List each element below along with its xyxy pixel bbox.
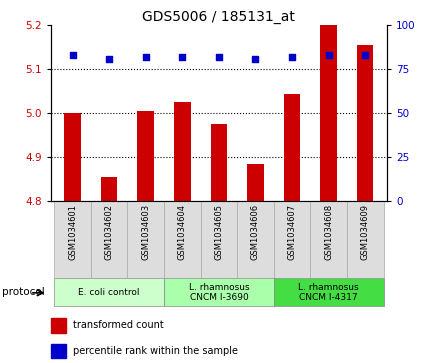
Bar [320,25,337,201]
Text: protocol: protocol [2,287,45,297]
Text: L. rhamnosus
CNCM I-3690: L. rhamnosus CNCM I-3690 [189,282,249,302]
Bar [128,201,164,278]
Text: GSM1034609: GSM1034609 [361,204,370,260]
Point [362,52,369,58]
Bar [284,94,301,201]
Text: GSM1034602: GSM1034602 [105,204,114,260]
Text: GSM1034607: GSM1034607 [288,204,297,260]
Text: E. coli control: E. coli control [78,288,140,297]
Bar [54,201,91,278]
Text: GSM1034605: GSM1034605 [214,204,224,260]
Title: GDS5006 / 185131_at: GDS5006 / 185131_at [143,11,295,24]
Bar [174,102,191,201]
Point [142,54,149,60]
Text: transformed count: transformed count [73,321,163,330]
Bar [310,201,347,278]
Point [325,52,332,58]
Bar [51,318,66,333]
Bar [101,177,117,201]
Point [106,56,113,62]
Bar [211,125,227,201]
Text: GSM1034603: GSM1034603 [141,204,150,260]
Bar [51,344,66,358]
Text: L. rhamnosus
CNCM I-4317: L. rhamnosus CNCM I-4317 [298,282,359,302]
Bar [357,45,374,201]
Point [179,54,186,60]
Point [216,54,223,60]
Bar [137,111,154,201]
Bar [201,201,237,278]
Text: GSM1034608: GSM1034608 [324,204,333,260]
Point [69,52,76,58]
Bar [64,113,81,201]
Bar [54,278,164,306]
Bar [164,278,274,306]
Text: percentile rank within the sample: percentile rank within the sample [73,346,238,356]
Bar [91,201,128,278]
Bar [347,201,384,278]
Text: GSM1034606: GSM1034606 [251,204,260,260]
Bar [164,201,201,278]
Bar [247,164,264,201]
Bar [237,201,274,278]
Bar [274,278,384,306]
Text: GSM1034604: GSM1034604 [178,204,187,260]
Text: GSM1034601: GSM1034601 [68,204,77,260]
Point [289,54,296,60]
Point [252,56,259,62]
Bar [274,201,310,278]
